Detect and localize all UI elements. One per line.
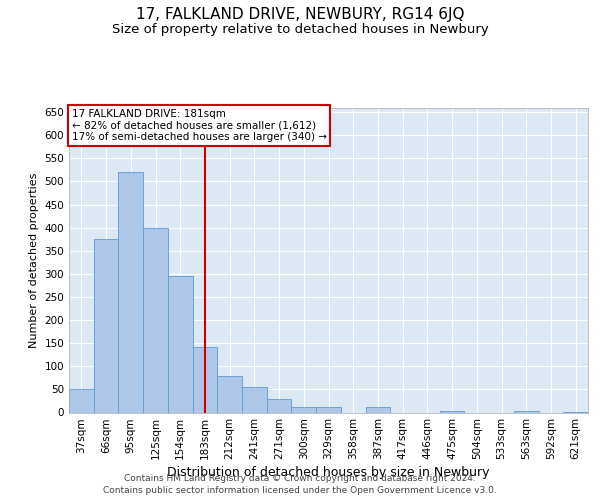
Bar xyxy=(143,228,168,412)
Bar xyxy=(118,172,143,412)
Bar xyxy=(168,276,193,412)
Bar xyxy=(217,376,242,412)
Bar xyxy=(242,387,267,412)
Bar xyxy=(440,411,464,412)
Text: 17, FALKLAND DRIVE, NEWBURY, RG14 6JQ: 17, FALKLAND DRIVE, NEWBURY, RG14 6JQ xyxy=(136,8,464,22)
Y-axis label: Number of detached properties: Number of detached properties xyxy=(29,172,39,348)
Text: Contains HM Land Registry data © Crown copyright and database right 2024.
Contai: Contains HM Land Registry data © Crown c… xyxy=(103,474,497,495)
Bar xyxy=(193,347,217,412)
Bar xyxy=(69,390,94,412)
Bar xyxy=(292,407,316,412)
Text: Size of property relative to detached houses in Newbury: Size of property relative to detached ho… xyxy=(112,22,488,36)
Bar xyxy=(267,398,292,412)
Bar xyxy=(316,407,341,412)
Bar xyxy=(94,239,118,412)
Bar xyxy=(365,407,390,412)
Bar xyxy=(514,411,539,412)
Text: 17 FALKLAND DRIVE: 181sqm
← 82% of detached houses are smaller (1,612)
17% of se: 17 FALKLAND DRIVE: 181sqm ← 82% of detac… xyxy=(71,109,326,142)
X-axis label: Distribution of detached houses by size in Newbury: Distribution of detached houses by size … xyxy=(167,466,490,479)
